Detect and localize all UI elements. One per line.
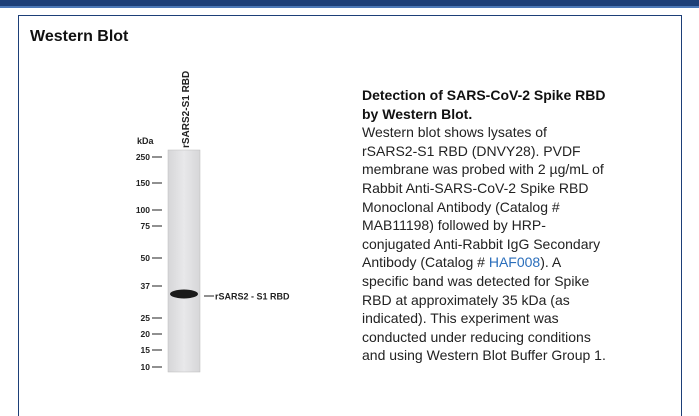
marker-label: 100 [136,205,150,215]
caption-text: Western blot shows lysates of rSARS2-S1 … [362,124,604,270]
catalog-link[interactable]: HAF008 [489,254,540,270]
band [170,290,198,299]
marker-label: 10 [141,362,151,372]
marker-label: 150 [136,178,150,188]
marker-label: 250 [136,152,150,162]
marker-label: 25 [141,313,151,323]
page: Western Blot rSARS2-S1 RBD kDa rSARS2 - … [0,0,699,409]
caption-text: ). A specific band was detected for Spik… [362,254,606,363]
marker-label: 50 [141,253,151,263]
lane [168,150,200,372]
band-label: rSARS2 - S1 RBD [215,292,290,302]
marker-label: 37 [141,281,151,291]
blot-figure: rSARS2-S1 RBD kDa rSARS2 - S1 RBD 250 150… [0,0,340,409]
marker-label: 15 [141,345,151,355]
marker-label: 75 [141,221,151,231]
lane-label: rSARS2-S1 RBD [181,71,192,148]
caption: Detection of SARS-CoV-2 Spike RBD by Wes… [362,86,606,365]
unit-label: kDa [137,136,155,146]
caption-title: Detection of SARS-CoV-2 Spike RBD by Wes… [362,87,605,122]
marker-label: 20 [141,329,151,339]
